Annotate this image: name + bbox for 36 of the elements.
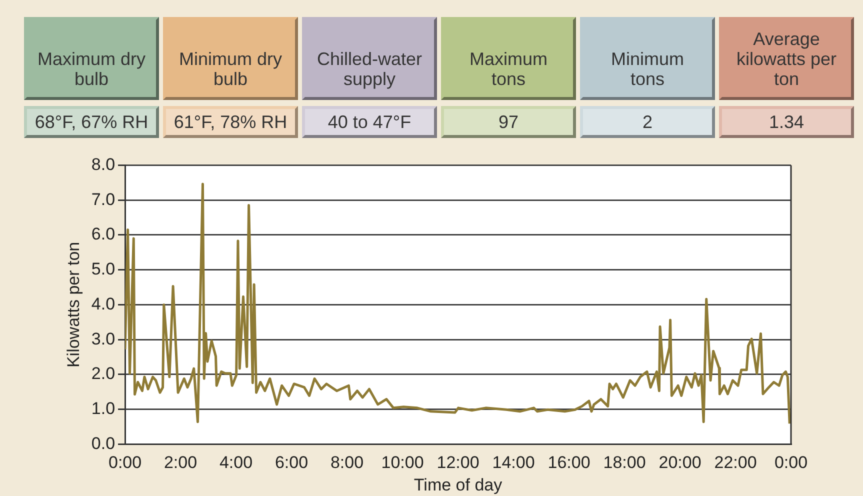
y-tick-label: 1.0: [91, 399, 116, 418]
x-tick-label: 20:00: [658, 453, 702, 472]
text: 61°F, 78% RH: [163, 106, 298, 138]
x-tick-label: 0:00: [108, 453, 142, 472]
x-tick-label: 12:00: [436, 453, 480, 472]
text: 1.34: [719, 106, 854, 138]
y-axis-title: Kilowatts per ton: [64, 242, 83, 368]
y-tick-label: 4.0: [91, 294, 116, 314]
x-tick-label: 16:00: [548, 453, 590, 472]
x-tick-label: 4:00: [219, 453, 253, 472]
y-tick-label: 0.0: [91, 434, 116, 453]
x-tick-label: 2:00: [164, 453, 198, 472]
category-label: Chilled-water supply: [302, 17, 437, 100]
x-tick-label: 6:00: [274, 453, 308, 472]
text: 97: [441, 106, 576, 138]
y-tick-label: 3.0: [91, 329, 116, 348]
x-axis-title: Time of day: [414, 475, 503, 494]
category-label: Maximum tons: [441, 17, 576, 100]
category-label: Minimum dry bulb: [163, 17, 298, 100]
category-label: Maximum dry bulb: [24, 17, 159, 100]
text: 68°F, 67% RH: [24, 106, 159, 138]
x-tick-label: 14:00: [492, 453, 535, 472]
y-tick-label: 8.0: [91, 154, 116, 174]
y-tick-label: 6.0: [91, 224, 116, 244]
y-tick-label: 5.0: [91, 260, 116, 279]
x-tick-label: 8:00: [330, 453, 364, 472]
x-tick-label: 22:00: [714, 453, 757, 472]
text: 2: [580, 106, 715, 138]
category-label: Minimum tons: [580, 17, 715, 100]
y-tick-label: 2.0: [91, 364, 116, 384]
x-tick-label: 18:00: [603, 453, 646, 472]
x-tick-label: 0:00: [774, 453, 808, 472]
category-label: Average kilowatts per ton: [719, 17, 854, 100]
text: 40 to 47°F: [302, 106, 437, 138]
y-tick-label: 7.0: [91, 190, 116, 209]
x-tick-label: 10:00: [381, 453, 424, 472]
